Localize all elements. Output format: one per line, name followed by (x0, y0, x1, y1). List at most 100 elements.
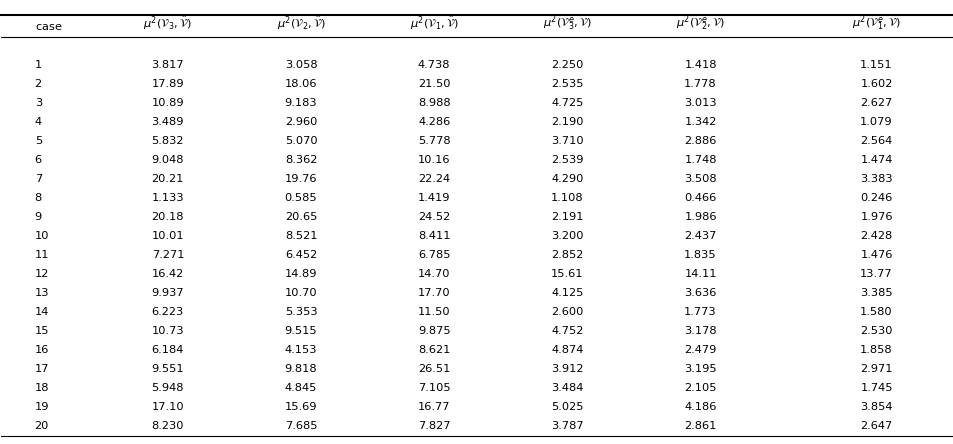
Text: 2.861: 2.861 (683, 421, 716, 431)
Text: 2.627: 2.627 (860, 98, 892, 108)
Text: 3.912: 3.912 (551, 364, 583, 374)
Text: 9.048: 9.048 (152, 155, 184, 165)
Text: 10.73: 10.73 (152, 326, 184, 336)
Text: 3.484: 3.484 (551, 383, 583, 393)
Text: 4.738: 4.738 (417, 60, 450, 70)
Text: 9.551: 9.551 (152, 364, 184, 374)
Text: 16.77: 16.77 (417, 402, 450, 412)
Text: 2.647: 2.647 (860, 421, 892, 431)
Text: 4.725: 4.725 (551, 98, 583, 108)
Text: 0.585: 0.585 (284, 193, 317, 203)
Text: 3.058: 3.058 (284, 60, 317, 70)
Text: 5.353: 5.353 (284, 307, 317, 317)
Text: 2.530: 2.530 (860, 326, 892, 336)
Text: 13.77: 13.77 (860, 269, 892, 279)
Text: 1: 1 (34, 60, 42, 70)
Text: 3.178: 3.178 (683, 326, 716, 336)
Text: 7: 7 (34, 174, 42, 184)
Text: 1.778: 1.778 (683, 79, 716, 89)
Text: 1.602: 1.602 (860, 79, 892, 89)
Text: 6.223: 6.223 (152, 307, 184, 317)
Text: 1.418: 1.418 (683, 60, 716, 70)
Text: 2.190: 2.190 (551, 117, 583, 127)
Text: 21.50: 21.50 (417, 79, 450, 89)
Text: 2.479: 2.479 (683, 345, 716, 355)
Text: 24.52: 24.52 (417, 212, 450, 222)
Text: 12: 12 (34, 269, 49, 279)
Text: $\mu^2(\mathcal{V}_1,\hat{\mathcal{V}})$: $\mu^2(\mathcal{V}_1,\hat{\mathcal{V}})$ (409, 14, 458, 32)
Text: 3.636: 3.636 (683, 288, 716, 298)
Text: 19: 19 (34, 402, 50, 412)
Text: 0.466: 0.466 (683, 193, 716, 203)
Text: 3.817: 3.817 (152, 60, 184, 70)
Text: 6.785: 6.785 (417, 250, 450, 260)
Text: 5.025: 5.025 (551, 402, 583, 412)
Text: 22.24: 22.24 (417, 174, 450, 184)
Text: 1.419: 1.419 (417, 193, 450, 203)
Text: 14: 14 (34, 307, 49, 317)
Text: 16: 16 (34, 345, 49, 355)
Text: 4.752: 4.752 (551, 326, 583, 336)
Text: 1.079: 1.079 (860, 117, 892, 127)
Text: 3: 3 (34, 98, 42, 108)
Text: 3.385: 3.385 (860, 288, 892, 298)
Text: 14.11: 14.11 (683, 269, 716, 279)
Text: 17.70: 17.70 (417, 288, 450, 298)
Text: 13: 13 (34, 288, 50, 298)
Text: 17.89: 17.89 (152, 79, 184, 89)
Text: 15.69: 15.69 (285, 402, 317, 412)
Text: 9.875: 9.875 (417, 326, 450, 336)
Text: $\mu^2(\mathcal{V}_3,\hat{\mathcal{V}})$: $\mu^2(\mathcal{V}_3,\hat{\mathcal{V}})$ (143, 14, 193, 32)
Text: 6: 6 (34, 155, 42, 165)
Text: 4.845: 4.845 (285, 383, 317, 393)
Text: 2.971: 2.971 (860, 364, 892, 374)
Text: 9: 9 (34, 212, 42, 222)
Text: 4.186: 4.186 (683, 402, 716, 412)
Text: 2.852: 2.852 (551, 250, 583, 260)
Text: 1.476: 1.476 (860, 250, 892, 260)
Text: 0.246: 0.246 (860, 193, 892, 203)
Text: 9.937: 9.937 (152, 288, 184, 298)
Text: 7.685: 7.685 (285, 421, 317, 431)
Text: 5.778: 5.778 (417, 136, 450, 146)
Text: 11.50: 11.50 (417, 307, 450, 317)
Text: 10.16: 10.16 (417, 155, 450, 165)
Text: 19.76: 19.76 (285, 174, 317, 184)
Text: 5.948: 5.948 (152, 383, 184, 393)
Text: 4.125: 4.125 (551, 288, 583, 298)
Text: 9.515: 9.515 (284, 326, 317, 336)
Text: 4.153: 4.153 (285, 345, 317, 355)
Text: 2.428: 2.428 (860, 231, 892, 241)
Text: 18: 18 (34, 383, 50, 393)
Text: 2.600: 2.600 (551, 307, 583, 317)
Text: 3.710: 3.710 (551, 136, 583, 146)
Text: 8.411: 8.411 (417, 231, 450, 241)
Text: 16.42: 16.42 (152, 269, 184, 279)
Text: $\mathrm{case}$: $\mathrm{case}$ (34, 22, 62, 32)
Text: 2.886: 2.886 (683, 136, 716, 146)
Text: 3.383: 3.383 (860, 174, 892, 184)
Text: 4.286: 4.286 (417, 117, 450, 127)
Text: 18.06: 18.06 (285, 79, 317, 89)
Text: 2.960: 2.960 (285, 117, 317, 127)
Text: 1.108: 1.108 (551, 193, 583, 203)
Text: 3.854: 3.854 (860, 402, 892, 412)
Text: 2.539: 2.539 (551, 155, 583, 165)
Text: 10.89: 10.89 (152, 98, 184, 108)
Text: 2.250: 2.250 (551, 60, 583, 70)
Text: 3.200: 3.200 (551, 231, 583, 241)
Text: 20.65: 20.65 (285, 212, 317, 222)
Text: 2.191: 2.191 (551, 212, 583, 222)
Text: 14.89: 14.89 (285, 269, 317, 279)
Text: 15.61: 15.61 (551, 269, 583, 279)
Text: 2: 2 (34, 79, 42, 89)
Text: 2.437: 2.437 (683, 231, 716, 241)
Text: 8.362: 8.362 (285, 155, 317, 165)
Text: 20.18: 20.18 (152, 212, 184, 222)
Text: $\mu^2(\mathcal{V}_2,\hat{\mathcal{V}})$: $\mu^2(\mathcal{V}_2,\hat{\mathcal{V}})$ (276, 14, 325, 32)
Text: 1.858: 1.858 (860, 345, 892, 355)
Text: 1.835: 1.835 (683, 250, 716, 260)
Text: 1.773: 1.773 (683, 307, 716, 317)
Text: 10.01: 10.01 (152, 231, 184, 241)
Text: 4.290: 4.290 (551, 174, 583, 184)
